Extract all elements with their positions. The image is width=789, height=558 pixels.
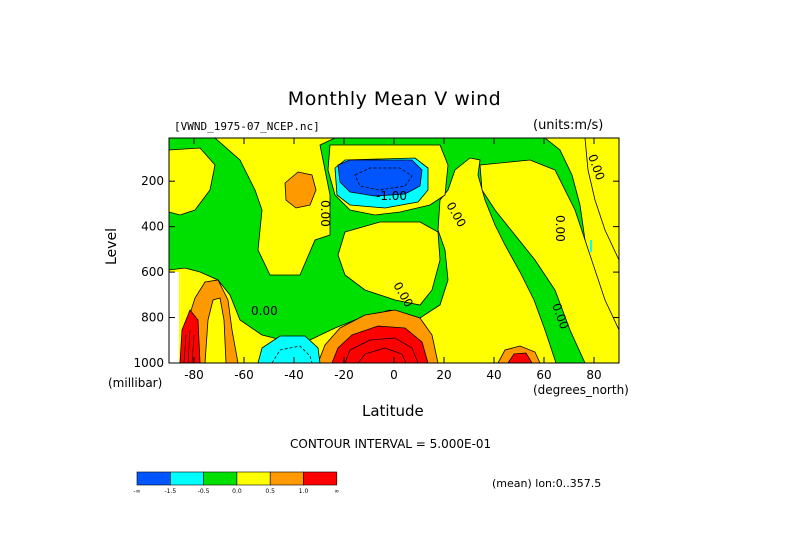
- colorbar-label: 0.0: [232, 488, 242, 495]
- colorbar-label: -0.5: [198, 488, 210, 495]
- y-tick-label: 200: [141, 174, 164, 188]
- x-tick-label: 20: [436, 368, 451, 382]
- contour-tropical-b: [357, 347, 407, 363]
- y-axis-title: Level: [104, 228, 120, 265]
- colorbar-label: 1.0: [299, 488, 309, 495]
- field-yellow-mid: [337, 221, 441, 306]
- footer-label: (mean) lon:0..357.5: [492, 477, 602, 490]
- y-tick-label: 1000: [133, 356, 164, 370]
- colorbar-label: -∞: [133, 488, 140, 495]
- y-tick-label: 600: [141, 265, 164, 279]
- x-tick-label: -40: [284, 368, 304, 382]
- x-tick-label: 80: [586, 368, 601, 382]
- colorbar-swatch: [236, 471, 271, 486]
- y-tick-label: 400: [141, 220, 164, 234]
- x-tick-label: 60: [536, 368, 551, 382]
- colorbar-swatch: [136, 471, 171, 486]
- contour-label: -1.00: [376, 189, 407, 203]
- y-axis: 200 400 600 800 1000: [133, 174, 619, 370]
- field-yellow-north: [479, 159, 619, 363]
- field-yellow-west: [169, 147, 216, 216]
- contour-label: 0.00: [553, 215, 567, 242]
- colorbar-label: 0.5: [265, 488, 275, 495]
- colorbar: -∞ -1.5 -0.5 0.0 0.5 1.0 ∞: [133, 471, 339, 495]
- field-yellow-pole: [584, 138, 619, 261]
- contour-tropical-a: [344, 337, 419, 363]
- contour-jet-inner: [354, 167, 413, 191]
- units-label: (units:m/s): [533, 118, 604, 133]
- x-tick-label: -20: [334, 368, 354, 382]
- contour-label: 0.00: [318, 200, 332, 227]
- colorbar-swatch: [170, 471, 204, 486]
- contour-south-inner: [271, 345, 313, 363]
- field-cyan-south: [257, 335, 321, 363]
- field-mark-north: [590, 240, 592, 252]
- x-tick-label: -60: [234, 368, 254, 382]
- field-orange-upper: [284, 171, 317, 209]
- x-tick-label: -80: [184, 368, 204, 382]
- x-axis: -80 -60 -40 -20 0 20 40 60 80: [184, 138, 602, 382]
- x-tick-label: 40: [486, 368, 501, 382]
- chart-title: Monthly Mean V wind: [287, 88, 502, 110]
- x-axis-title: Latitude: [362, 402, 424, 420]
- x-unit-label: (degrees_north): [533, 383, 629, 397]
- field-yellow-antarctic: [204, 297, 227, 363]
- dataset-label: [VWND_1975-07_NCEP.nc]: [174, 120, 320, 133]
- colorbar-swatch: [269, 471, 304, 486]
- colorbar-swatch: [203, 471, 238, 486]
- x-tick-label: 0: [390, 368, 398, 382]
- colorbar-swatch: [303, 471, 338, 486]
- y-unit-label: (millibar): [108, 376, 163, 390]
- colorbar-label: -1.5: [164, 488, 176, 495]
- contour-label: 0.00: [251, 304, 278, 318]
- contour-interval-label: CONTOUR INTERVAL = 5.000E-01: [290, 437, 492, 451]
- colorbar-label: ∞: [334, 488, 339, 495]
- contour-antarctic: [183, 329, 195, 363]
- field-red-north: [507, 352, 533, 363]
- y-tick-label: 800: [141, 311, 164, 325]
- field-red-tropical: [331, 325, 429, 363]
- plot-area: -1.00 0.00 0.00 0.00 0.00 0.00 0.00 0.00: [169, 138, 619, 363]
